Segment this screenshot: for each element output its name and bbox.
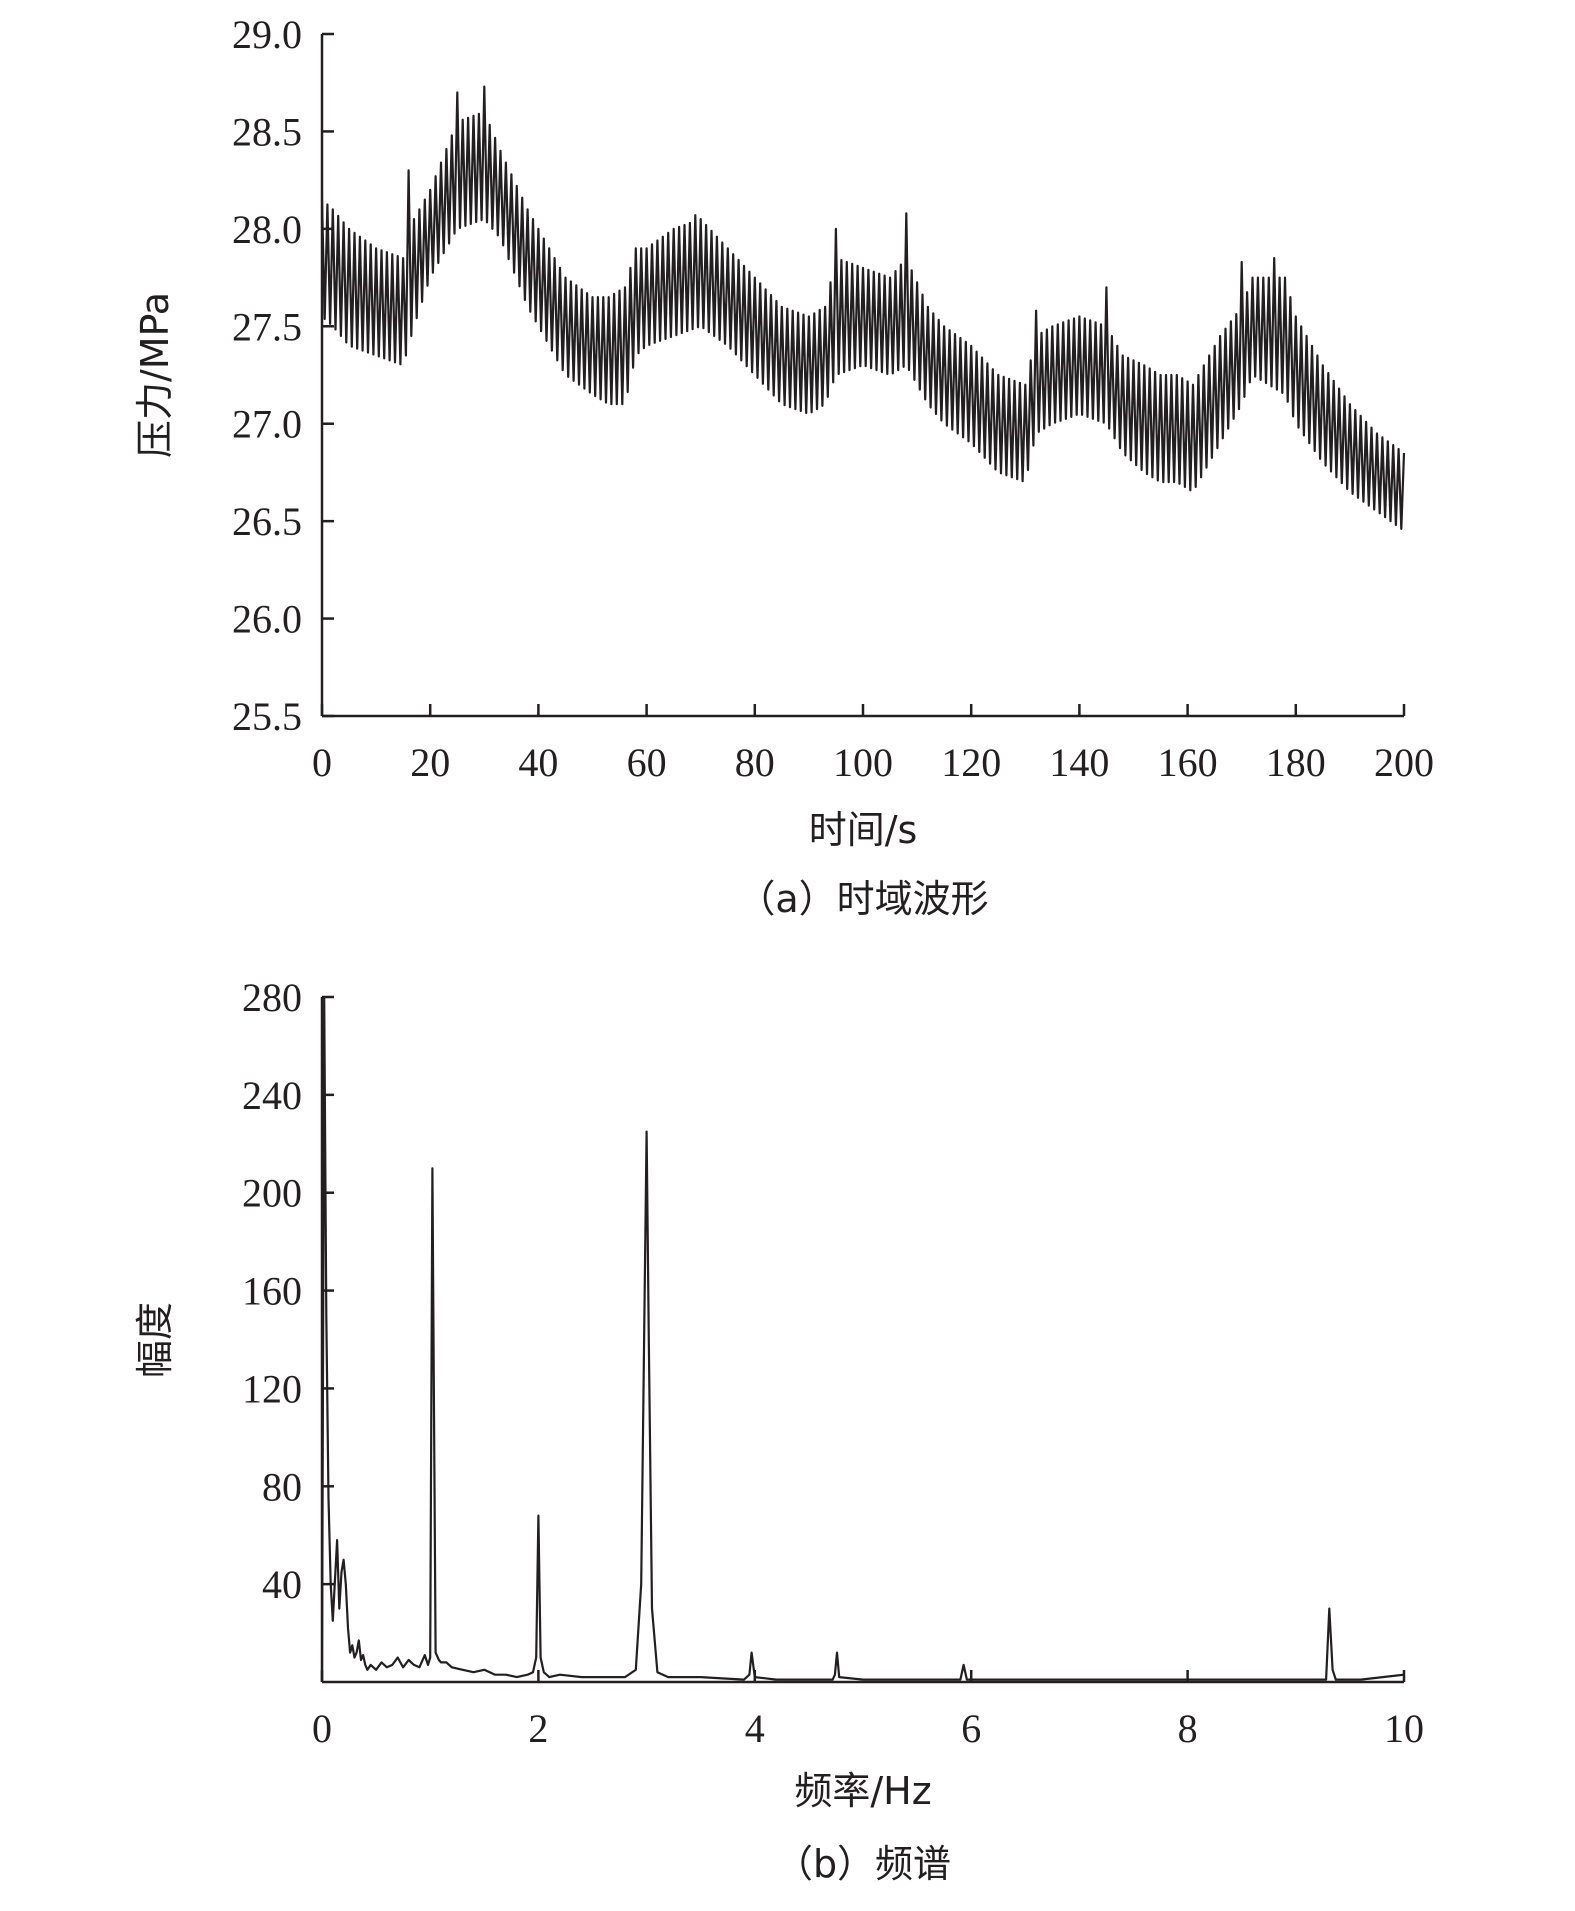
x-tick-label: 0 [312, 740, 332, 785]
x-tick-label: 20 [410, 740, 450, 785]
x-axis-ticks: 0 20 40 60 80 100 120 140 160 180 200 [312, 704, 1434, 785]
y-tick-label: 27.0 [232, 402, 302, 447]
y-tick-label: 29.0 [232, 12, 302, 57]
x-tick-label: 2 [528, 1706, 548, 1751]
y-tick-label: 200 [242, 1171, 302, 1216]
y-tick-label: 120 [242, 1366, 302, 1411]
y-tick-label: 80 [262, 1464, 302, 1509]
x-tick-label: 80 [735, 740, 775, 785]
y-tick-label: 27.5 [232, 304, 302, 349]
y-axis-label: 幅度 [133, 1302, 177, 1378]
x-tick-label: 0 [312, 1706, 332, 1751]
x-tick-label: 40 [518, 740, 558, 785]
y-tick-label: 28.5 [232, 109, 302, 154]
x-axis-label: 时间/s [809, 808, 918, 852]
y-tick-label: 240 [242, 1073, 302, 1118]
frequency-spectrum-chart: 40 80 120 160 200 240 280 0 2 4 6 8 10 频率/Hz 幅度 （b）… [133, 975, 1424, 1886]
pressure-waveform [320, 85, 1406, 530]
x-axis-ticks: 0 2 4 6 8 10 [312, 1670, 1424, 1751]
y-axis-ticks: 40 80 120 160 200 240 280 [242, 975, 334, 1607]
x-tick-label: 140 [1049, 740, 1109, 785]
x-tick-label: 60 [627, 740, 667, 785]
x-tick-label: 180 [1266, 740, 1326, 785]
pressure-series-line [320, 85, 1406, 530]
chart-caption: （b）频谱 [775, 1842, 951, 1886]
x-tick-label: 120 [941, 740, 1001, 785]
x-tick-label: 6 [961, 1706, 981, 1751]
y-axis-ticks: 25.5 26.0 26.5 27.0 27.5 28.0 28.5 29.0 [232, 12, 334, 739]
x-axis-label: 频率/Hz [794, 1769, 931, 1813]
x-tick-label: 10 [1384, 1706, 1424, 1751]
spectrum-series-line [320, 995, 1405, 1683]
y-tick-label: 40 [262, 1562, 302, 1607]
spectrum-line [320, 995, 1405, 1683]
time-domain-chart: 25.5 26.0 26.5 27.0 27.5 28.0 28.5 29.0 0 20 40 60… [133, 12, 1434, 921]
y-tick-label: 160 [242, 1269, 302, 1314]
y-tick-label: 25.5 [232, 694, 302, 739]
y-tick-label: 28.0 [232, 207, 302, 252]
x-tick-label: 200 [1374, 740, 1434, 785]
y-axis-label: 压力/MPa [133, 292, 177, 458]
x-tick-label: 4 [745, 1706, 765, 1751]
y-tick-label: 26.5 [232, 499, 302, 544]
y-tick-label: 280 [242, 975, 302, 1020]
x-tick-label: 8 [1178, 1706, 1198, 1751]
y-tick-label: 26.0 [232, 597, 302, 642]
chart-caption: （a）时域波形 [737, 877, 988, 921]
x-tick-label: 100 [833, 740, 893, 785]
x-tick-label: 160 [1158, 740, 1218, 785]
